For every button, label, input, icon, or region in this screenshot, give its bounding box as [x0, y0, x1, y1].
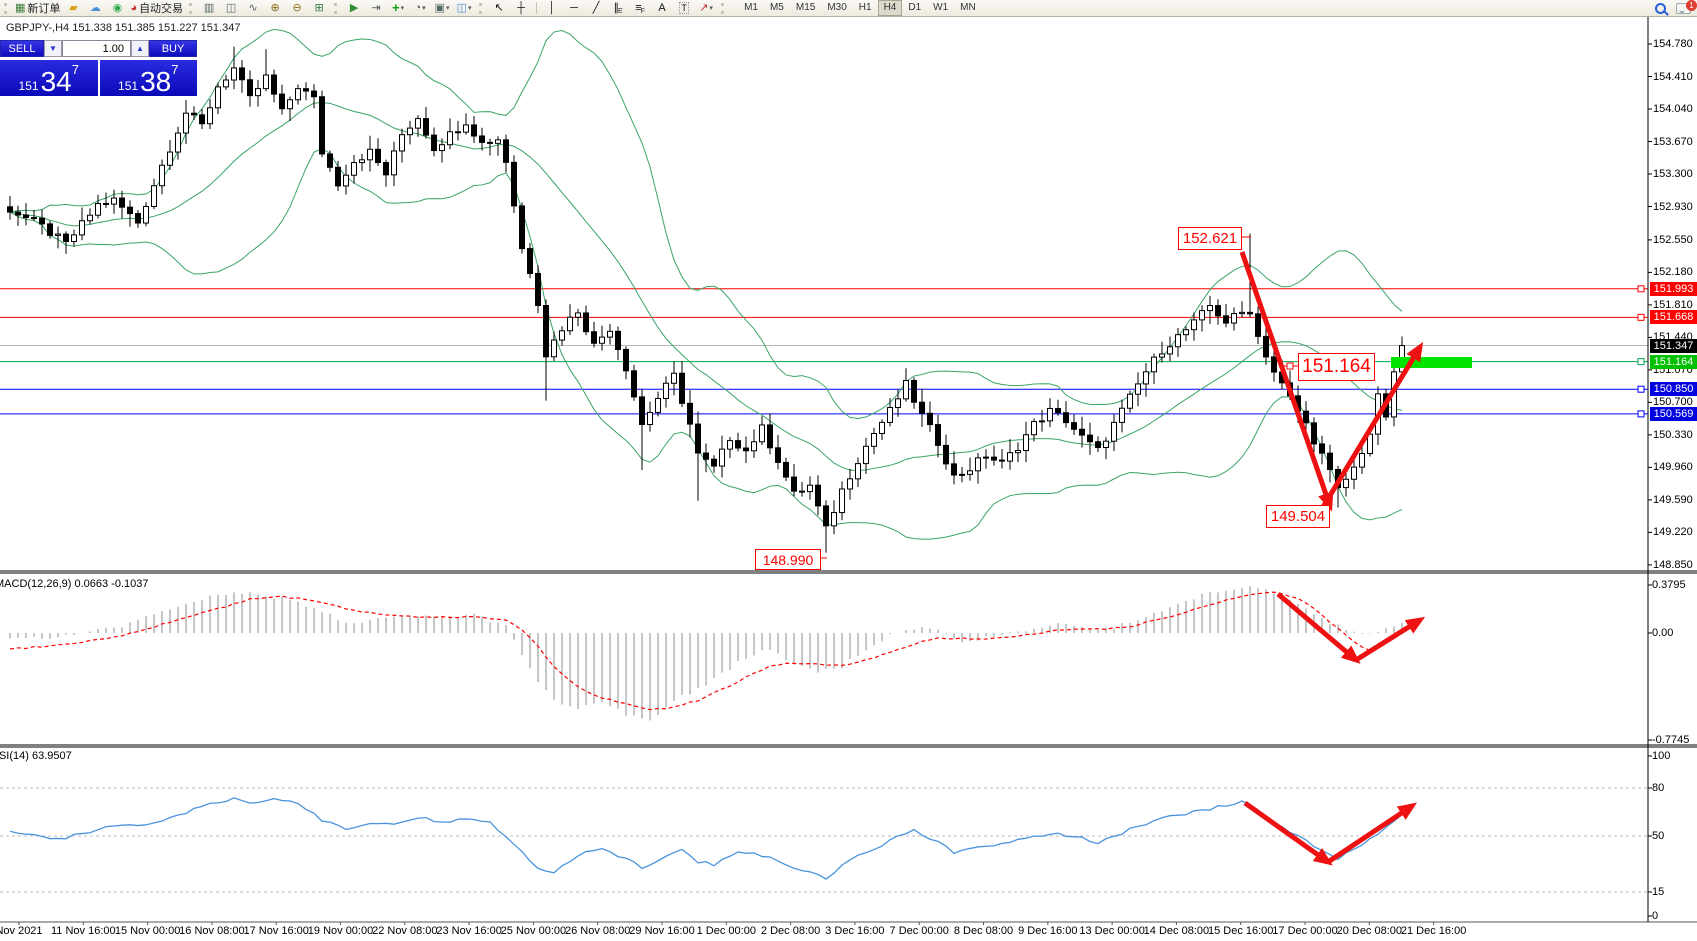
signal-icon[interactable]: ◉ [112, 2, 123, 14]
trend-arrow[interactable] [1243, 800, 1333, 866]
bid-prefix: 151 [18, 79, 39, 93]
buy-button[interactable]: BUY [149, 40, 197, 57]
trend-arrow[interactable] [1239, 251, 1334, 512]
autotrade-icon[interactable]: ◕ 自动交易 [130, 2, 184, 15]
level-handle[interactable] [1637, 385, 1645, 393]
trend-arrow[interactable] [1317, 341, 1424, 514]
timeframe-button-m5[interactable]: M5 [769, 2, 784, 13]
shapes-icon[interactable]: ↗ ▾ [699, 2, 713, 14]
highlight-bar[interactable] [1391, 357, 1472, 368]
timeframe-button-h4[interactable]: H4 [877, 0, 903, 16]
timeframe-switcher: M1 M5 M15 M30 H1 H4 D1 W1 MN [738, 0, 982, 16]
ask-prefix: 151 [118, 79, 139, 93]
grip-handle [479, 2, 484, 14]
search-icon[interactable] [1655, 2, 1666, 14]
macd-signal-line [9, 591, 1403, 711]
rsi-indicator-label: RSI(14) 63.9507 [0, 750, 72, 762]
rsi-pane[interactable] [0, 787, 1648, 893]
candle-chart-icon[interactable]: ◫ [225, 2, 237, 14]
level-handle[interactable] [1637, 410, 1645, 418]
grip-handle [4, 2, 9, 14]
main-toolbar: ▦ 新订单 ▰ ☁ ◉ ◕ 自动交易 ▥ ◫ ∿ ⊕ ⊖ ⊞ ▶ ⇥ + ▾ ◔ ▾ ▣ ▾ ◫ ▾ ↖ ┼ │ ─ ╱ ∥ E ≡ F A T ↗… [0, 0, 1697, 17]
bid-sup: 7 [71, 62, 79, 77]
gold-icon[interactable]: ▰ [69, 2, 78, 14]
bid-big: 34 [40, 66, 72, 97]
ask-price[interactable]: 151 38 7 [99, 60, 197, 97]
tile-windows-icon[interactable]: ⊞ [314, 2, 324, 14]
trend-arrow[interactable] [1326, 802, 1417, 865]
crosshair-icon[interactable]: ┼ [517, 2, 525, 14]
trend-arrow[interactable] [1276, 592, 1361, 664]
timeframe-button-mn[interactable]: MN [960, 2, 976, 13]
timeframe-button-m15[interactable]: M15 [795, 2, 816, 13]
toolbar-divider [536, 2, 538, 14]
indicators-icon[interactable]: + ▾ [392, 0, 405, 15]
new-order-icon[interactable]: ▦ 新订单 [15, 2, 61, 15]
timeframe-button-m1[interactable]: M1 [744, 2, 758, 13]
bollinger-lower [9, 148, 1403, 540]
label-icon[interactable]: T [679, 2, 689, 14]
ask-big: 38 [140, 66, 172, 97]
grip-handle [189, 2, 194, 14]
grip-handle [334, 2, 339, 14]
bollinger-middle [9, 102, 1403, 472]
macd-pane[interactable] [9, 586, 1426, 721]
zoom-out-icon[interactable]: ⊖ [292, 2, 302, 14]
volume-decrease-icon[interactable]: ▼ [44, 40, 62, 57]
level-handle[interactable] [1637, 285, 1645, 293]
sell-button[interactable]: SELL [0, 40, 44, 57]
grip-handle [721, 2, 726, 14]
autoscroll-icon[interactable]: ▶ [349, 2, 359, 14]
notification-badge: 1 [1686, 0, 1697, 11]
vline-icon[interactable]: │ [548, 2, 556, 14]
line-chart-icon[interactable]: ∿ [248, 2, 258, 14]
volume-input[interactable] [62, 40, 131, 57]
volume-increase-icon[interactable]: ▲ [131, 40, 149, 57]
fibo-icon[interactable]: ≡ F [635, 2, 645, 15]
hline-icon[interactable]: ─ [570, 2, 578, 14]
cloud-icon[interactable]: ☁ [89, 2, 101, 14]
zoom-in-icon[interactable]: ⊕ [270, 2, 280, 14]
timeframe-button-d1[interactable]: D1 [908, 2, 922, 13]
candles-layer[interactable] [7, 46, 1405, 553]
timeframe-button-m30[interactable]: M30 [827, 2, 847, 13]
chart-shift-icon[interactable]: ⇥ [371, 2, 381, 14]
bar-chart-icon[interactable]: ▥ [203, 2, 215, 14]
text-icon[interactable]: A [658, 2, 666, 14]
rsi-line [9, 797, 1403, 880]
symbol-ohlc-header: GBPJPY-,H4 151.338 151.385 151.227 151.3… [6, 22, 241, 34]
ask-sup: 7 [171, 62, 179, 77]
trend-arrow[interactable] [1354, 616, 1426, 663]
profile-icon[interactable]: ◫ ▾ [456, 2, 472, 14]
level-handle[interactable] [1637, 313, 1645, 321]
price-pane[interactable] [0, 28, 1648, 559]
trendline-icon[interactable]: ╱ [592, 2, 600, 14]
macd-indicator-label: MACD(12,26,9) 0.0663 -0.1037 [0, 578, 149, 590]
chat-icon[interactable]: 1 [1676, 0, 1697, 14]
timeframe-button-w1[interactable]: W1 [933, 2, 949, 13]
channel-icon[interactable]: ∥ E [613, 2, 623, 15]
periods-icon[interactable]: ◔ ▾ [414, 2, 426, 14]
timeframe-button-h1[interactable]: H1 [858, 2, 872, 13]
templates-icon[interactable]: ▣ ▾ [434, 2, 450, 14]
bid-price[interactable]: 151 34 7 [0, 60, 98, 96]
level-handle[interactable] [1637, 358, 1645, 366]
cursor-icon[interactable]: ↖ [494, 2, 504, 14]
